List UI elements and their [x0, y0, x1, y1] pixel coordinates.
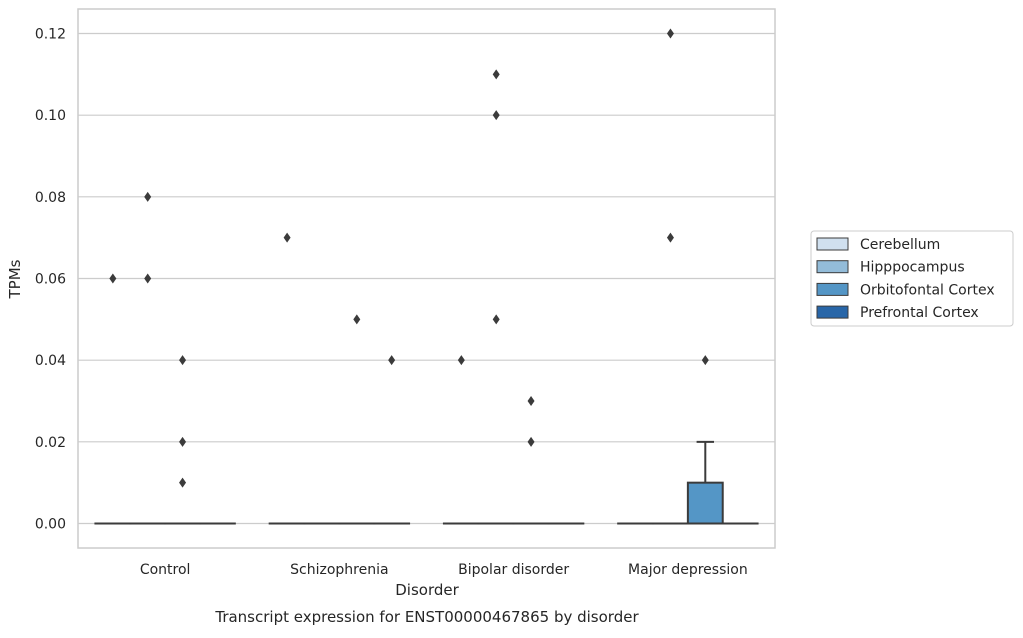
outlier-point — [179, 437, 186, 447]
legend-label: Cerebellum — [860, 237, 940, 253]
y-tick-label: 0.04 — [35, 353, 66, 369]
legend-label: Orbitofontal Cortex — [860, 282, 995, 298]
box-orbitofontal-cortex — [688, 442, 723, 524]
boxes — [95, 442, 757, 524]
y-axis-label: TPMs — [6, 259, 24, 299]
outlier-points — [109, 29, 708, 488]
outlier-point — [493, 314, 500, 324]
y-tick-label: 0.00 — [35, 517, 66, 533]
y-tick-labels: 0.00 0.02 0.04 0.06 0.08 0.10 0.12 — [35, 27, 66, 533]
y-tick-label: 0.10 — [35, 108, 66, 124]
x-axis-label: Disorder — [395, 581, 459, 599]
outlier-point — [667, 29, 674, 39]
y-tick-label: 0.02 — [35, 435, 66, 451]
outlier-point — [388, 355, 395, 365]
outlier-point — [284, 233, 291, 243]
legend-swatch — [817, 306, 848, 318]
y-tick-label: 0.06 — [35, 272, 66, 288]
outlier-point — [144, 274, 151, 284]
legend-swatch — [817, 261, 848, 273]
x-tick-label: Bipolar disorder — [458, 562, 569, 578]
outlier-point — [493, 69, 500, 79]
legend-swatch — [817, 283, 848, 295]
outlier-point — [667, 233, 674, 243]
outlier-point — [179, 355, 186, 365]
outlier-point — [353, 314, 360, 324]
outlier-point — [458, 355, 465, 365]
y-tick-label: 0.12 — [35, 27, 66, 43]
box-body — [688, 483, 723, 524]
x-tick-label: Major depression — [628, 562, 748, 578]
legend: Cerebellum Hipppocampus Orbitofontal Corte… — [811, 231, 1013, 326]
outlier-point — [702, 355, 709, 365]
outlier-point — [528, 437, 535, 447]
outlier-point — [179, 478, 186, 488]
x-tick-label: Control — [140, 562, 191, 578]
grid-lines — [78, 34, 775, 524]
outlier-point — [528, 396, 535, 406]
y-tick-label: 0.08 — [35, 190, 66, 206]
legend-swatch — [817, 238, 848, 250]
outlier-point — [109, 274, 116, 284]
legend-label: Prefrontal Cortex — [860, 305, 979, 321]
outlier-point — [493, 110, 500, 120]
x-tick-labels: Control Schizophrenia Bipolar disorder Majo… — [140, 562, 748, 578]
x-tick-label: Schizophrenia — [290, 562, 388, 578]
chart-caption: Transcript expression for ENST0000046786… — [214, 608, 639, 626]
outlier-point — [144, 192, 151, 202]
legend-label: Hipppocampus — [860, 260, 965, 276]
